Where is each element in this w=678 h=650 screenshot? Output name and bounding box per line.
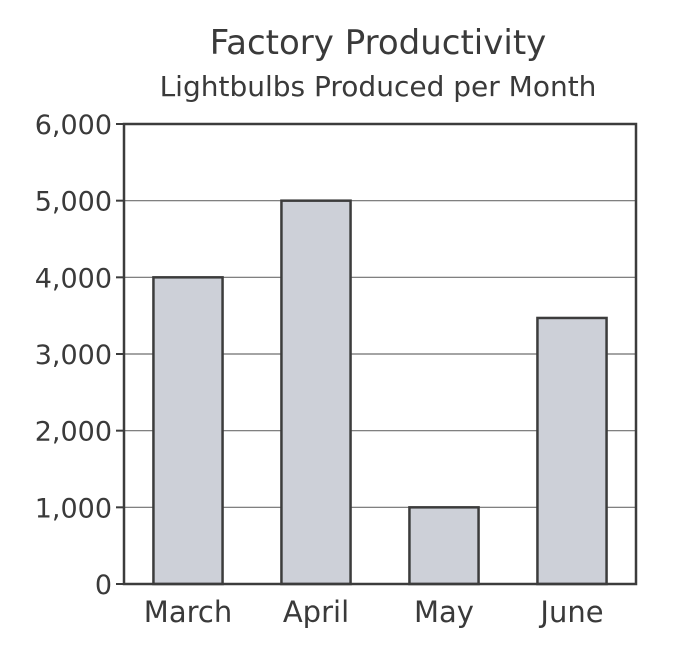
bar-march (152, 276, 224, 586)
y-axis-tick-labels: 0 1,000 2,000 3,000 4,000 5,000 6,000 (35, 110, 112, 601)
bar-june (536, 316, 608, 586)
y-tick-label: 3,000 (35, 340, 112, 371)
bar-april (280, 199, 352, 586)
chart-subtitle: Lightbulbs Produced per Month (160, 70, 597, 103)
x-category-label: June (538, 595, 603, 629)
bar-may (408, 506, 480, 586)
x-category-label: April (283, 595, 349, 629)
x-category-label: May (414, 595, 474, 629)
y-tick-label: 2,000 (35, 417, 112, 448)
y-tick-label: 4,000 (35, 263, 112, 294)
x-axis-category-labels: March April May June (144, 595, 604, 629)
y-tick-label: 5,000 (35, 187, 112, 218)
chart-title: Factory Productivity (210, 23, 547, 63)
plot-frame (122, 122, 638, 586)
x-category-label: March (144, 595, 232, 629)
y-tick-label: 6,000 (35, 110, 112, 141)
y-tick-label: 1,000 (35, 493, 112, 524)
axes (116, 122, 638, 586)
bars (152, 199, 608, 586)
y-tick-label: 0 (95, 570, 112, 601)
